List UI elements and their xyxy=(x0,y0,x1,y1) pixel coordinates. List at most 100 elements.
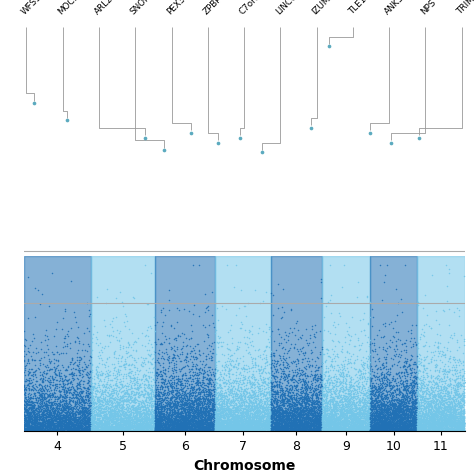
Point xyxy=(399,425,407,432)
Point xyxy=(204,333,211,341)
Point xyxy=(219,418,226,425)
Point xyxy=(30,401,37,409)
Point xyxy=(455,396,462,404)
Point xyxy=(454,416,462,423)
Point xyxy=(341,404,348,411)
Point xyxy=(58,374,66,382)
Point xyxy=(25,397,32,405)
Point xyxy=(223,427,230,435)
Point xyxy=(336,418,344,426)
Point xyxy=(237,409,245,416)
Point xyxy=(451,370,458,377)
Point xyxy=(166,378,173,386)
Point xyxy=(331,410,339,418)
Point xyxy=(174,417,182,424)
Point xyxy=(410,409,418,417)
Point xyxy=(72,407,80,414)
Point xyxy=(101,419,109,426)
Point xyxy=(172,419,180,427)
Point xyxy=(222,423,230,430)
Point xyxy=(97,399,104,407)
Point xyxy=(380,398,388,406)
Point xyxy=(387,412,395,420)
Point xyxy=(46,422,54,429)
Point xyxy=(273,405,281,412)
Point xyxy=(108,423,116,430)
Point xyxy=(282,423,289,431)
Point xyxy=(305,413,312,421)
Point xyxy=(22,397,29,405)
Point xyxy=(319,425,327,432)
Point xyxy=(423,389,431,397)
Point xyxy=(269,361,276,368)
Point xyxy=(125,401,133,409)
Point xyxy=(66,419,74,426)
Point xyxy=(328,414,336,421)
Point xyxy=(216,394,224,402)
Point xyxy=(148,383,156,391)
Point xyxy=(412,406,420,414)
Point xyxy=(292,425,300,433)
Point xyxy=(112,381,119,389)
Point xyxy=(328,426,336,433)
Point xyxy=(196,416,203,424)
Point xyxy=(436,418,444,426)
Point xyxy=(91,410,99,418)
Point xyxy=(311,397,319,404)
Point xyxy=(337,413,344,421)
Point xyxy=(366,403,374,411)
Point xyxy=(66,410,74,418)
Point xyxy=(456,413,464,421)
Point xyxy=(291,426,298,434)
Point xyxy=(409,399,417,407)
Point xyxy=(285,402,293,410)
Point xyxy=(436,389,444,396)
Point xyxy=(94,419,101,427)
Point xyxy=(173,375,181,383)
Point xyxy=(236,426,243,433)
Point xyxy=(264,403,272,410)
Point xyxy=(83,391,91,399)
Point xyxy=(459,424,467,432)
Point xyxy=(240,422,247,430)
Point xyxy=(380,373,388,381)
Point xyxy=(405,383,412,391)
Point xyxy=(73,416,81,424)
Point xyxy=(40,404,48,411)
Point xyxy=(454,338,461,346)
Point xyxy=(232,401,240,409)
Point xyxy=(103,427,111,434)
Point xyxy=(457,403,465,411)
Point xyxy=(125,419,132,427)
Point xyxy=(364,412,371,420)
Point xyxy=(286,410,293,418)
Point xyxy=(197,404,204,412)
Point xyxy=(82,406,90,414)
Point xyxy=(241,365,249,373)
Point xyxy=(145,391,152,398)
Point xyxy=(185,410,193,417)
Point xyxy=(446,376,454,384)
Point xyxy=(340,420,348,428)
Point xyxy=(392,419,399,427)
Point xyxy=(275,423,283,430)
Point xyxy=(235,387,242,394)
Point xyxy=(437,422,445,430)
Point xyxy=(100,405,108,413)
Point xyxy=(169,425,176,432)
Point xyxy=(207,412,214,420)
Point xyxy=(35,390,43,397)
Point xyxy=(356,406,363,414)
Point xyxy=(428,418,436,426)
Point xyxy=(404,399,411,407)
Point xyxy=(322,427,329,435)
Point xyxy=(160,410,167,418)
Point xyxy=(301,426,308,434)
Point xyxy=(171,346,178,354)
Point xyxy=(342,411,350,419)
Point xyxy=(250,384,258,392)
Point xyxy=(396,401,404,409)
Point xyxy=(335,381,343,389)
Point xyxy=(85,370,92,378)
Point xyxy=(165,405,173,412)
